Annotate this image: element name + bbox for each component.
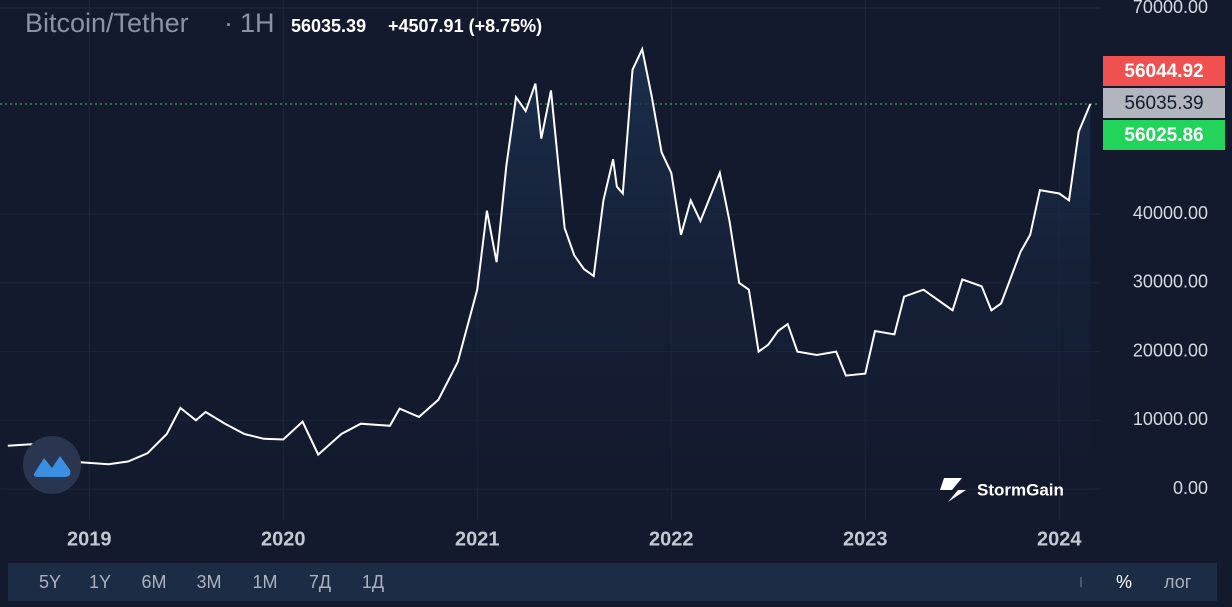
price-tag-label: 56044.92: [1124, 61, 1203, 82]
y-tick-label: 40000.00: [1133, 203, 1208, 223]
x-tick-label: 2020: [261, 528, 306, 550]
last-price: 56035.39: [291, 16, 366, 36]
range-button[interactable]: 5Y: [39, 572, 61, 592]
logo: [23, 436, 81, 494]
range-button[interactable]: 6M: [141, 572, 166, 592]
log-toggle[interactable]: лог: [1164, 572, 1192, 592]
price-tag: [1103, 88, 1225, 118]
price-tag-label: 56025.86: [1124, 125, 1203, 146]
change: +4507.91 (+8.75%): [388, 16, 542, 36]
chart-title: Bitcoin/Tether: [25, 8, 189, 38]
interval: 1H: [240, 8, 275, 38]
y-tick-label: 70000.00: [1133, 0, 1208, 17]
x-tick-label: 2022: [649, 528, 694, 550]
x-tick-label: 2019: [67, 528, 112, 550]
range-button[interactable]: 1Д: [362, 572, 384, 592]
price-tag: [1103, 120, 1225, 150]
y-tick-label: 10000.00: [1133, 409, 1208, 429]
range-button[interactable]: 3M: [196, 572, 221, 592]
price-tag: [1103, 56, 1225, 86]
separator: ·: [224, 8, 233, 38]
y-tick-label: 0.00: [1173, 478, 1208, 498]
x-tick-label: 2023: [843, 528, 888, 550]
range-button[interactable]: 1M: [252, 572, 277, 592]
x-tick-label: 2021: [455, 528, 500, 550]
area: [7, 49, 1091, 489]
y-tick-label: 20000.00: [1133, 340, 1208, 360]
x-tick-label: 2024: [1037, 528, 1082, 550]
range-button[interactable]: 7Д: [309, 572, 331, 592]
range-button[interactable]: 1Y: [89, 572, 111, 592]
y-tick-label: 30000.00: [1133, 272, 1208, 292]
brand: StormGain: [940, 478, 1064, 502]
price-tag-label: 56035.39: [1124, 93, 1203, 114]
toolbar: [8, 563, 1217, 601]
price-line: [7, 46, 1092, 466]
percent-toggle[interactable]: %: [1116, 572, 1132, 592]
brand-name: StormGain: [977, 480, 1064, 499]
